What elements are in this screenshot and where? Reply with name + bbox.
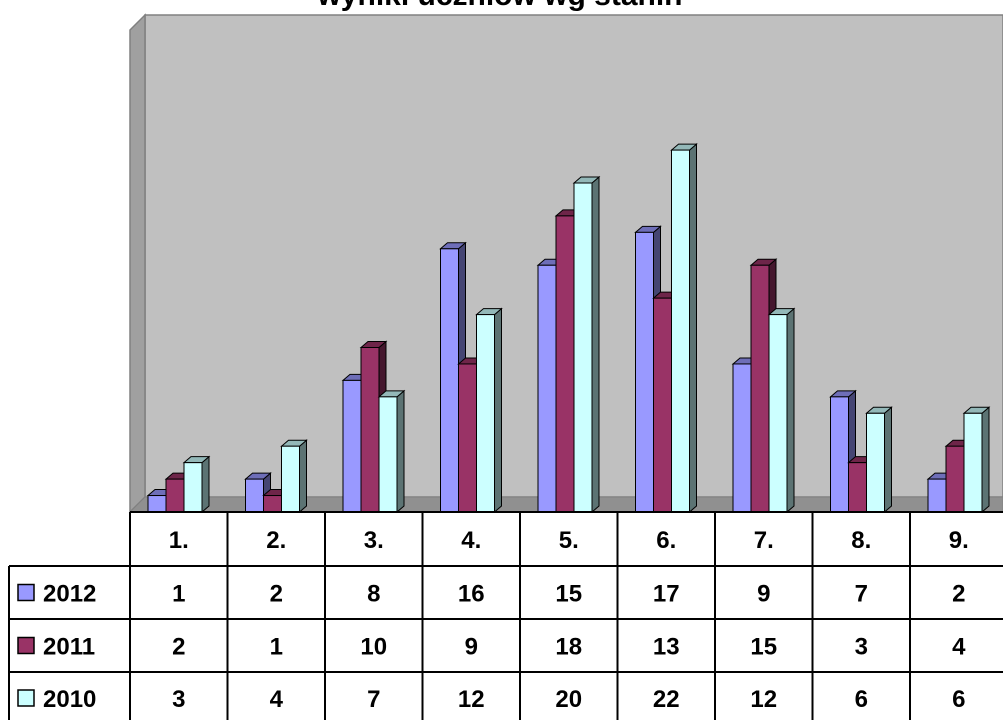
value-2010-5: 20: [555, 686, 582, 713]
value-2010-9: 6: [952, 686, 965, 713]
legend-swatch-2011: [17, 636, 35, 655]
chart-title: wyniki uczniów wg stanin: [316, 0, 682, 12]
bar-2010-9: [962, 406, 991, 514]
category-label-3: 3.: [364, 527, 384, 554]
legend-label-2010: 2010: [43, 686, 96, 713]
legend-swatch-2010: [17, 689, 35, 707]
value-2011-7: 15: [750, 634, 777, 661]
value-2011-4: 9: [465, 634, 478, 661]
value-2010-2: 4: [270, 686, 284, 713]
category-label-8: 8.: [851, 527, 871, 554]
value-2010-6: 22: [653, 686, 680, 713]
value-2012-2: 2: [270, 581, 283, 608]
value-2012-4: 16: [458, 581, 485, 608]
bar-2010-8: [865, 406, 893, 514]
value-2011-5: 18: [555, 634, 582, 661]
value-2010-1: 3: [172, 686, 185, 713]
value-2012-9: 2: [952, 581, 965, 608]
plot-side-wall: [129, 13, 146, 514]
category-label-6: 6.: [656, 527, 676, 554]
value-2012-1: 1: [172, 581, 185, 608]
bar-2010-2: [280, 439, 308, 514]
value-2011-6: 13: [653, 634, 680, 661]
value-2011-8: 3: [855, 634, 868, 661]
bar-2010-6: [670, 143, 698, 514]
bar-2010-3: [377, 389, 406, 514]
legend-label-2011: 2011: [43, 634, 95, 661]
value-2011-3: 10: [360, 634, 387, 661]
value-2011-1: 2: [172, 634, 185, 661]
value-2012-7: 9: [757, 581, 770, 608]
value-2012-5: 15: [555, 581, 582, 608]
value-2012-6: 17: [653, 581, 680, 608]
bar-2010-7: [767, 307, 796, 514]
legend-swatch-2012: [17, 583, 35, 602]
value-2010-4: 12: [458, 686, 485, 713]
category-label-1: 1.: [169, 527, 189, 554]
value-2010-7: 12: [750, 686, 777, 713]
category-label-2: 2.: [266, 527, 286, 554]
bar-2010-4: [475, 307, 503, 514]
category-label-7: 7.: [754, 527, 774, 554]
bar-2010-1: [182, 455, 211, 514]
bar-2010-5: [572, 175, 601, 514]
value-2011-9: 4: [952, 634, 966, 661]
category-label-5: 5.: [559, 527, 579, 554]
value-2011-2: 1: [270, 634, 283, 661]
value-2010-3: 7: [367, 686, 380, 713]
value-2012-8: 7: [855, 581, 868, 608]
category-label-4: 4.: [461, 527, 481, 554]
category-label-9: 9.: [949, 527, 969, 554]
legend-label-2012: 2012: [43, 581, 96, 608]
value-2012-3: 8: [367, 581, 380, 608]
value-2010-8: 6: [855, 686, 868, 713]
